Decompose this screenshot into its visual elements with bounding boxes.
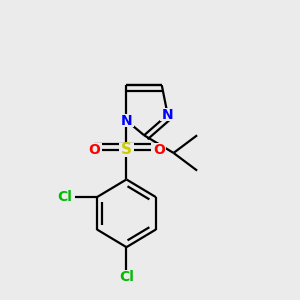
Text: O: O bbox=[153, 143, 165, 157]
FancyBboxPatch shape bbox=[86, 143, 102, 157]
Text: S: S bbox=[121, 142, 132, 158]
Text: Cl: Cl bbox=[57, 190, 72, 204]
FancyBboxPatch shape bbox=[119, 143, 134, 157]
Text: N: N bbox=[162, 108, 173, 122]
Text: N: N bbox=[121, 114, 132, 128]
FancyBboxPatch shape bbox=[119, 114, 134, 127]
FancyBboxPatch shape bbox=[151, 143, 166, 157]
FancyBboxPatch shape bbox=[116, 270, 137, 283]
Text: O: O bbox=[88, 143, 100, 157]
FancyBboxPatch shape bbox=[160, 108, 175, 121]
Text: Cl: Cl bbox=[119, 270, 134, 283]
FancyBboxPatch shape bbox=[54, 190, 75, 204]
